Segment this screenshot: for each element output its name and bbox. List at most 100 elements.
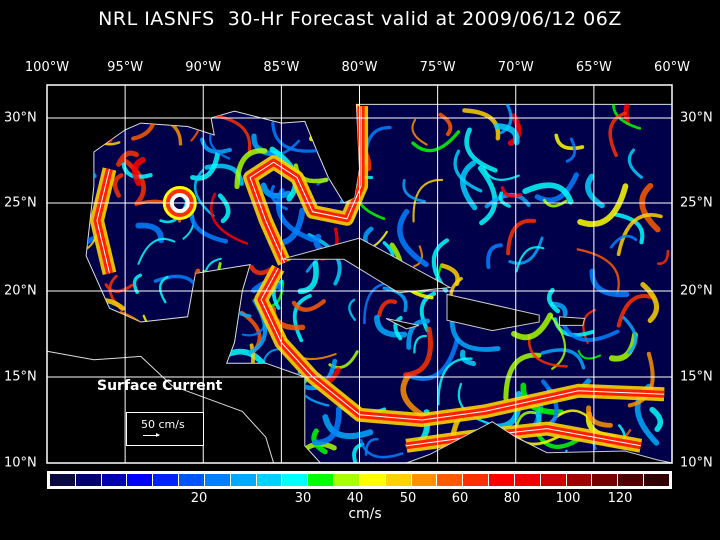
current-streak [269, 184, 288, 211]
current-streak [382, 286, 408, 313]
current-streak [397, 208, 429, 268]
reference-vector-box: 50 cm/s [126, 412, 204, 446]
current-streak [649, 406, 664, 432]
current-streak [438, 112, 453, 137]
colorbar-swatch [359, 474, 385, 486]
current-streak [206, 318, 234, 331]
colorbar [47, 471, 672, 489]
current-streak [577, 183, 629, 227]
current-streak [109, 339, 172, 363]
current-streak [403, 326, 433, 378]
colorbar-swatch [463, 474, 489, 486]
longitude-label: 90°W [185, 60, 222, 75]
current-streak [515, 246, 545, 273]
current-streak [234, 148, 268, 190]
latitude-label-left: 10°N [4, 455, 37, 471]
pacific-coastline [46, 350, 275, 464]
current-streak [482, 165, 520, 181]
current-streak [135, 222, 165, 244]
current-streak [86, 121, 115, 142]
latitude-label-left: 25°N [4, 195, 37, 211]
current-streak [348, 298, 356, 322]
current-streak [453, 149, 483, 193]
current-streak [217, 193, 231, 224]
current-streak [2, 143, 51, 161]
reference-arrow-icon [143, 433, 160, 437]
current-streak [412, 178, 444, 223]
current-streak [577, 349, 602, 360]
current-streak [271, 121, 322, 153]
cuba-landmass [281, 237, 452, 294]
current-streak [52, 239, 74, 298]
current-streak [151, 104, 209, 111]
colorbar-tick-label: 50 [399, 491, 417, 506]
current-streak [419, 291, 437, 333]
current-streak [627, 148, 643, 179]
current-streak [116, 150, 139, 167]
current-streak [498, 191, 511, 208]
colorbar-swatch [153, 474, 179, 486]
current-streak [131, 157, 146, 187]
colorbar-swatch [75, 474, 101, 486]
current-streak [576, 248, 620, 296]
current-streak [193, 168, 215, 218]
colorbar-swatch [50, 474, 75, 486]
longitude-label: 95°W [107, 60, 144, 75]
current-streak [121, 162, 153, 179]
colorbar-swatch [204, 474, 230, 486]
current-streak [123, 158, 146, 206]
latitude-label-right: 10°N [680, 455, 713, 471]
current-streak [337, 123, 357, 133]
longitude-label: 100°W [24, 60, 70, 75]
current-streak [180, 348, 211, 377]
current-streak [413, 334, 428, 354]
current-streak [291, 299, 326, 312]
current-streak [506, 218, 537, 256]
current-streak [271, 279, 284, 310]
colorbar-swatch [566, 474, 592, 486]
colorbar-tick-label: 80 [503, 491, 521, 506]
current-streak [154, 338, 166, 359]
current-streak [209, 192, 249, 245]
current-streak [616, 213, 663, 257]
latitude-label-left: 20°N [4, 283, 37, 299]
longitude-label: 85°W [263, 60, 300, 75]
colorbar-tick-label: 20 [190, 491, 208, 506]
current-streak [309, 61, 327, 99]
current-streak [508, 236, 544, 265]
current-streak [86, 122, 98, 140]
longitude-label: 75°W [419, 60, 456, 75]
current-streak [609, 234, 638, 249]
colorbar-swatch [540, 474, 566, 486]
current-streak [359, 438, 404, 459]
current-streak [449, 320, 501, 352]
current-streak [522, 182, 574, 205]
current-streak [86, 338, 100, 399]
current-streak [190, 292, 213, 321]
current-streak [86, 392, 104, 408]
longitude-label: 80°W [341, 60, 378, 75]
current-streak [191, 346, 222, 370]
current-streak [197, 317, 233, 339]
longitude-label: 65°W [575, 60, 612, 75]
current-streak [411, 118, 428, 146]
current-streak [393, 316, 403, 341]
current-streak [232, 440, 263, 464]
current-streak [639, 183, 661, 233]
current-streak [86, 159, 91, 171]
colorbar-swatch [618, 474, 644, 486]
colorbar-swatch [644, 474, 669, 486]
current-streak [137, 237, 176, 265]
current-streak [86, 299, 112, 313]
current-streak [339, 142, 359, 204]
colorbar-tick-label: 60 [451, 491, 469, 506]
longitude-label: 60°W [654, 60, 690, 75]
colorbar-swatch [411, 474, 437, 486]
colorbar-swatch [179, 474, 204, 486]
current-streak [507, 113, 522, 146]
current-streak [216, 438, 230, 464]
colorbar-swatch [127, 474, 153, 486]
south-america-landmass [406, 421, 673, 464]
current-streak [86, 442, 103, 461]
ocean-area [85, 103, 673, 464]
